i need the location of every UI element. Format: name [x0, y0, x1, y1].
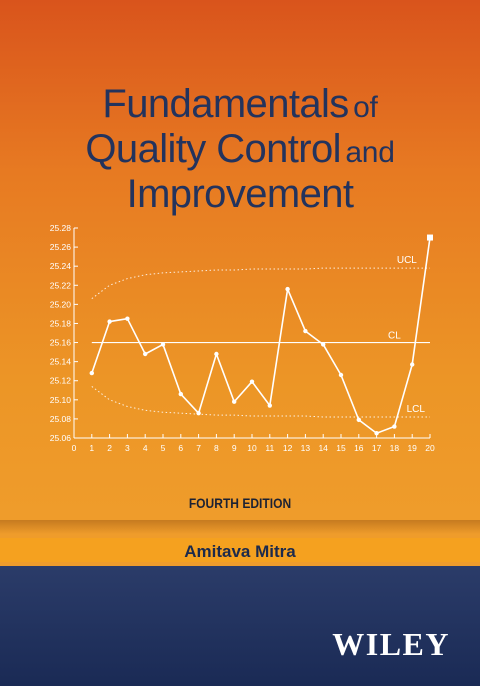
x-tick-label: 2 — [107, 443, 112, 453]
title-line-1: Fundamentals of — [0, 84, 480, 129]
control-limits — [91, 267, 430, 418]
data-point — [374, 431, 379, 436]
data-point — [303, 328, 308, 334]
x-tick-label: 15 — [336, 443, 346, 453]
data-point — [143, 351, 148, 357]
author-band — [0, 538, 480, 562]
book-title: Fundamentals of Quality Control and Impr… — [0, 84, 480, 219]
limit-labels: UCL CL LCL — [388, 255, 425, 415]
x-tick-label: 16 — [354, 443, 364, 453]
band-shadow — [0, 520, 480, 534]
x-tick-label: 4 — [143, 443, 148, 453]
x-tick-label: 10 — [247, 443, 257, 453]
lcl-line — [91, 386, 430, 418]
x-tick-label: 1 — [89, 443, 94, 453]
data-point — [232, 399, 237, 404]
data-point-out-of-control — [427, 234, 433, 241]
y-tick-label: 25.14 — [50, 357, 72, 367]
y-tick-label: 25.18 — [50, 318, 72, 328]
data-series — [89, 234, 433, 436]
x-tick-label: 11 — [265, 443, 274, 453]
series-line — [91, 237, 431, 435]
x-tick-label: 12 — [283, 443, 293, 453]
y-tick-label: 25.12 — [50, 376, 72, 386]
x-tick-label: 18 — [390, 443, 400, 453]
data-point — [410, 362, 415, 367]
y-tick-label: 25.10 — [50, 395, 72, 405]
title-word-and: and — [345, 136, 395, 169]
data-point — [196, 410, 201, 416]
title-word-improvement: Improvement — [126, 172, 354, 216]
data-point — [125, 316, 130, 321]
data-point — [267, 403, 272, 408]
x-tick-label: 5 — [161, 443, 166, 453]
y-tick-label: 25.16 — [50, 338, 72, 348]
title-line-2: Quality Control and — [0, 129, 480, 174]
title-line-3: Improvement — [0, 174, 480, 219]
y-tick-label: 25.28 — [50, 223, 72, 233]
data-point — [160, 342, 166, 347]
data-point — [356, 417, 361, 423]
x-tick-label: 20 — [425, 443, 435, 453]
x-tick-label: 17 — [372, 443, 382, 453]
publisher-logo: WILEY — [332, 626, 450, 662]
data-point — [178, 391, 183, 397]
ucl-line — [91, 267, 430, 300]
data-point — [107, 319, 112, 324]
data-point — [214, 351, 219, 357]
y-tick-label: 25.08 — [50, 414, 72, 424]
data-point — [338, 372, 344, 378]
author-name: Amitava Mitra — [184, 542, 296, 561]
edition-label: FOURTH EDITION — [188, 495, 292, 511]
x-tick-label: 3 — [125, 443, 130, 453]
data-point — [249, 379, 255, 384]
x-tick-label: 14 — [318, 443, 328, 453]
x-tick-label: 8 — [214, 443, 219, 453]
bottom-band — [0, 566, 480, 686]
cl-label: CL — [388, 331, 401, 342]
data-point — [285, 286, 290, 292]
lcl-label: LCL — [407, 404, 426, 415]
x-tick-label: 13 — [301, 443, 311, 453]
y-tick-label: 25.22 — [50, 280, 72, 290]
y-tick-label: 25.20 — [50, 299, 72, 309]
x-tick-label: 7 — [196, 443, 201, 453]
y-tick-label: 25.26 — [50, 242, 72, 252]
data-point — [392, 424, 397, 429]
ucl-label: UCL — [397, 255, 417, 266]
y-tick-label: 25.24 — [50, 261, 72, 271]
title-word-of: of — [353, 91, 378, 124]
data-point — [89, 370, 95, 376]
x-tick-label: 0 — [72, 443, 77, 453]
x-tick-label: 19 — [407, 443, 417, 453]
title-word-fundamentals: Fundamentals — [102, 82, 349, 126]
x-tick-label: 9 — [232, 443, 237, 453]
title-words-quality-control: Quality Control — [85, 127, 341, 171]
chart-ticks: 25.06 25.08 25.10 25.12 25.14 25.16 25.18 25.20… — [50, 223, 435, 453]
data-point — [321, 342, 326, 347]
y-tick-label: 25.06 — [50, 433, 72, 443]
x-tick-label: 6 — [178, 443, 183, 453]
control-chart: 25.06 25.08 25.10 25.12 25.14 25.16 25.18 25.20… — [0, 0, 480, 470]
